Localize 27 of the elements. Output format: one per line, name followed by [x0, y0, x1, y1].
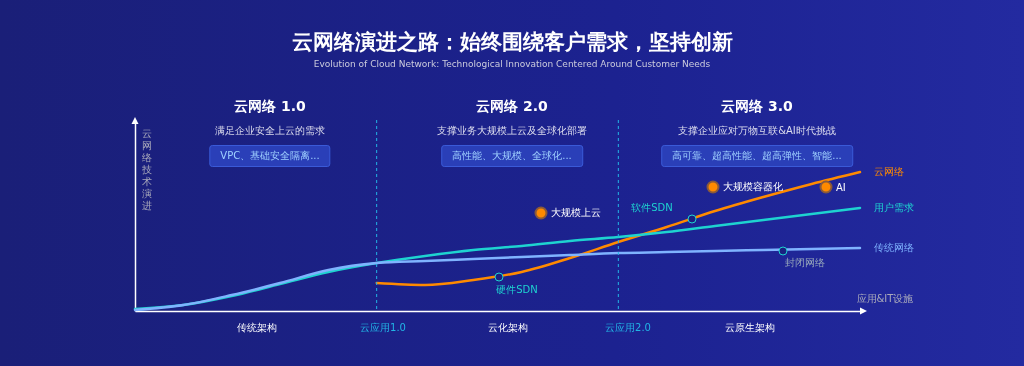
chart-title: 云网络演进之路：始终围绕客户需求，坚持创新 — [291, 29, 733, 56]
annotation: 大规模容器化 — [723, 180, 783, 194]
text: 云网络 2.0 — [476, 98, 548, 116]
annotation: 软件SDN — [631, 201, 673, 215]
text: 云网络 3.0 — [721, 98, 793, 116]
chart-subtitle: Evolution of Cloud Network: Technological Innovation Centered Around Customer Needs — [313, 59, 711, 69]
y-axis-title: 云网络技术演进 — [141, 128, 153, 212]
text: 传统架构 — [237, 321, 277, 335]
text: 支撑业务大规模上云及全球化部署 — [437, 124, 587, 138]
text: 满足企业安全上云的需求 — [215, 124, 325, 138]
text: 云应用2.0 — [605, 321, 651, 335]
x-axis-title: 应用&IT设施 — [856, 292, 914, 306]
annotation: 大规模上云 — [551, 206, 601, 220]
series-label: 用户需求 — [874, 202, 914, 213]
series-label: 传统网络 — [874, 242, 914, 254]
text: VPC、基础安全隔离... — [209, 145, 331, 167]
text: 云应用1.0 — [360, 321, 406, 335]
text: 云原生架构 — [725, 321, 775, 335]
annotation: 硬件SDN — [496, 283, 538, 297]
annotation: 封闭网络 — [785, 256, 825, 270]
text: 高性能、大规模、全球化... — [441, 145, 583, 167]
series-label: 云网络 — [874, 166, 904, 177]
text: 支撑企业应对万物互联&AI时代挑战 — [678, 124, 836, 138]
text: 云网络 1.0 — [234, 98, 306, 116]
text: 云化架构 — [488, 321, 528, 335]
annotation: AI — [836, 181, 846, 193]
text: 高可靠、超高性能、超高弹性、智能... — [661, 145, 853, 167]
